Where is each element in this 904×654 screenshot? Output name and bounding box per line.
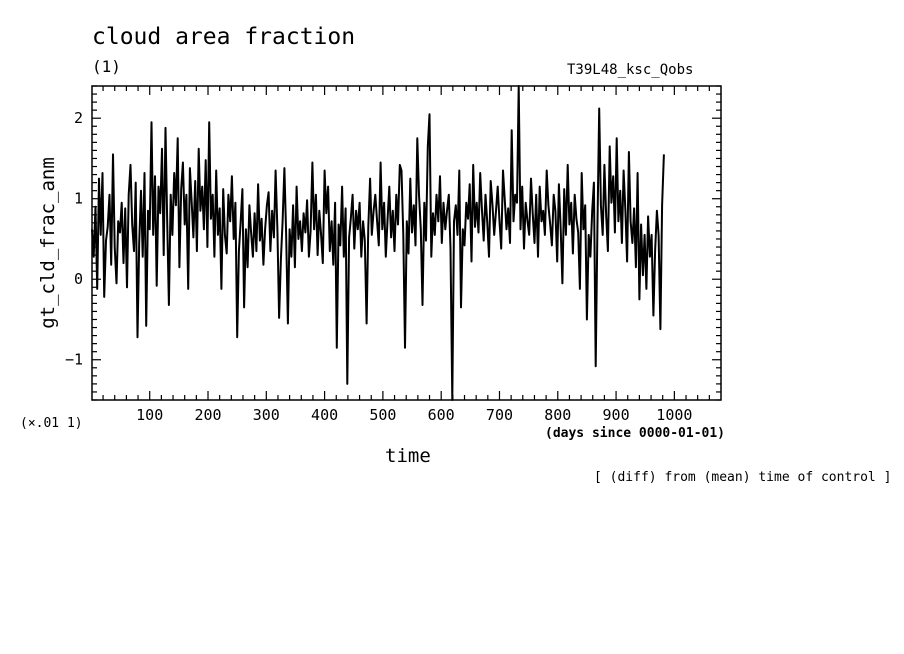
x-tick-label: 500 xyxy=(369,406,396,424)
y-tick-label: 2 xyxy=(74,109,83,127)
chart-title: cloud area fraction xyxy=(92,24,356,50)
scale-note: (×.01 1) xyxy=(20,416,83,431)
x-tick-label: 900 xyxy=(603,406,630,424)
y-tick-label: −1 xyxy=(65,351,83,369)
run-name-label: T39L48_ksc_Qobs xyxy=(567,62,694,78)
plot-frame xyxy=(91,85,722,401)
y-tick-label: 0 xyxy=(74,270,83,288)
x-tick-label: 100 xyxy=(136,406,163,424)
x-tick-label: 800 xyxy=(544,406,571,424)
x-tick-label: 200 xyxy=(194,406,221,424)
units-label: (1) xyxy=(92,57,121,76)
axis-ticks xyxy=(92,85,721,401)
x-tick-label: 400 xyxy=(311,406,338,424)
x-axis-label: time xyxy=(385,445,431,467)
x-tick-label: 300 xyxy=(253,406,280,424)
y-axis-label: gt_cld_frac_anm xyxy=(37,157,59,329)
x-tick-label: 700 xyxy=(486,406,513,424)
x-tick-label: 600 xyxy=(428,406,455,424)
tick-labels: 100 200 300 400 500 600 700 800 900 1000 −1 0 1 2 xyxy=(65,109,692,424)
diff-note: [ (diff) from (mean) time of control ] xyxy=(594,470,892,485)
x-tick-label: 1000 xyxy=(656,406,692,424)
y-tick-label: 1 xyxy=(74,190,83,208)
x-units-label: (days since 0000-01-01) xyxy=(545,426,726,441)
series-line xyxy=(91,85,665,401)
